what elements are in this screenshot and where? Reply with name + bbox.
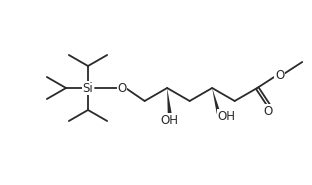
- Polygon shape: [167, 88, 172, 114]
- Text: O: O: [118, 82, 127, 95]
- Text: OH: OH: [218, 110, 236, 123]
- Text: O: O: [264, 105, 273, 117]
- Text: Si: Si: [83, 82, 93, 95]
- Text: OH: OH: [161, 114, 179, 127]
- Text: O: O: [275, 68, 284, 82]
- Polygon shape: [212, 88, 221, 114]
